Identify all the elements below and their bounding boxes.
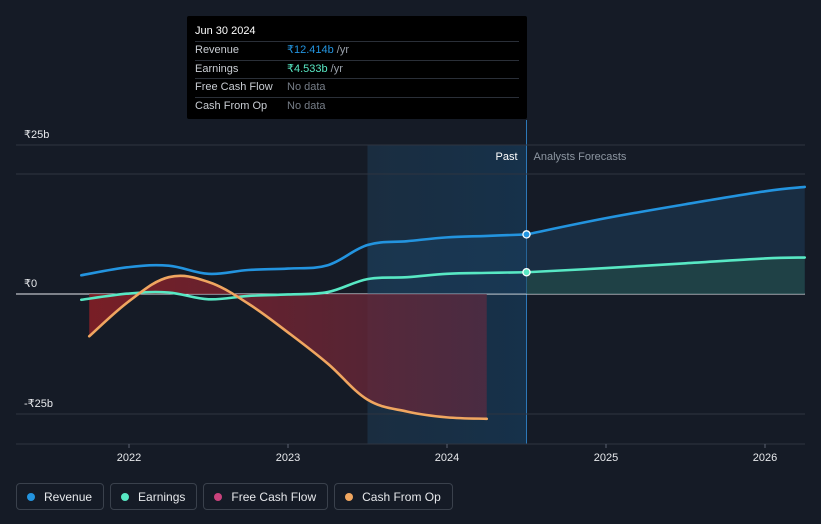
cash-from-op-line	[87, 274, 489, 421]
legend-label: Earnings	[138, 489, 186, 504]
tooltip-label: Earnings	[195, 62, 239, 75]
tooltip-date: Jun 30 2024	[195, 25, 256, 37]
legend-item-earnings[interactable]: Earnings	[110, 483, 198, 510]
legend-item-cfo[interactable]: Cash From Op	[334, 483, 453, 510]
y-tick-label: -₹25b	[24, 398, 53, 410]
tooltip-label: Revenue	[195, 44, 240, 56]
fcf-dot-icon	[214, 492, 223, 501]
tooltip-nodata: No data	[287, 81, 326, 93]
tooltip-row-revenue: Revenue ₹12.414b /yr	[195, 41, 519, 60]
y-tick-label: ₹25b	[24, 129, 49, 141]
tooltip-row-cfo: Cash From Op No data	[195, 96, 519, 116]
tooltip-unit: /yr	[336, 44, 349, 56]
forecast-label: Analysts Forecasts	[534, 151, 627, 163]
tooltip: Jun 30 2024 Revenue ₹12.414b /yr Earning…	[187, 16, 527, 119]
tooltip-label: Free Cash Flow	[195, 81, 273, 93]
cash-from-op-area	[89, 275, 487, 419]
tooltip-label: Cash From Op	[195, 99, 268, 112]
revenue-past-area	[367, 234, 527, 294]
tooltip-value: ₹4.533b	[287, 62, 328, 75]
x-tick-label: 2024	[435, 452, 459, 464]
revenue-line	[80, 233, 528, 277]
x-tick-label: 2025	[594, 452, 618, 464]
revenue-point-marker	[522, 230, 531, 239]
tooltip-value: ₹12.414b	[287, 44, 334, 56]
legend-item-revenue[interactable]: Revenue	[16, 483, 105, 510]
chart-area: ₹25b ₹0 -₹25b 2022 2023 2024 2025 2026 Past An…	[16, 120, 807, 464]
earnings-forecast-line	[525, 256, 807, 274]
tooltip-row-fcf: Free Cash Flow No data	[195, 78, 519, 97]
legend-item-fcf[interactable]: Free Cash Flow	[203, 483, 329, 510]
y-tick-label: ₹0	[24, 278, 37, 290]
cfo-dot-icon	[345, 492, 354, 501]
revenue-dot-icon	[27, 492, 35, 501]
earnings-dot-icon	[121, 492, 130, 501]
tooltip-nodata: No data	[287, 99, 326, 112]
legend-label: Revenue	[44, 489, 93, 504]
earnings-line	[80, 270, 528, 302]
past-label: Past	[495, 151, 517, 163]
legend: Revenue Earnings Free Cash Flow Cash Fro…	[16, 483, 453, 510]
revenue-forecast-line	[525, 185, 807, 236]
x-tick-label: 2023	[276, 452, 300, 464]
tooltip-unit: /yr	[330, 62, 343, 75]
earnings-point-marker	[522, 267, 531, 277]
x-tick-label: 2026	[753, 452, 777, 464]
legend-label: Cash From Op	[362, 489, 441, 504]
x-tick-label: 2022	[117, 452, 141, 464]
earnings-forecast-area	[526, 257, 805, 294]
legend-label: Free Cash Flow	[231, 489, 317, 504]
tooltip-row-earnings: Earnings ₹4.533b /yr	[195, 59, 519, 79]
